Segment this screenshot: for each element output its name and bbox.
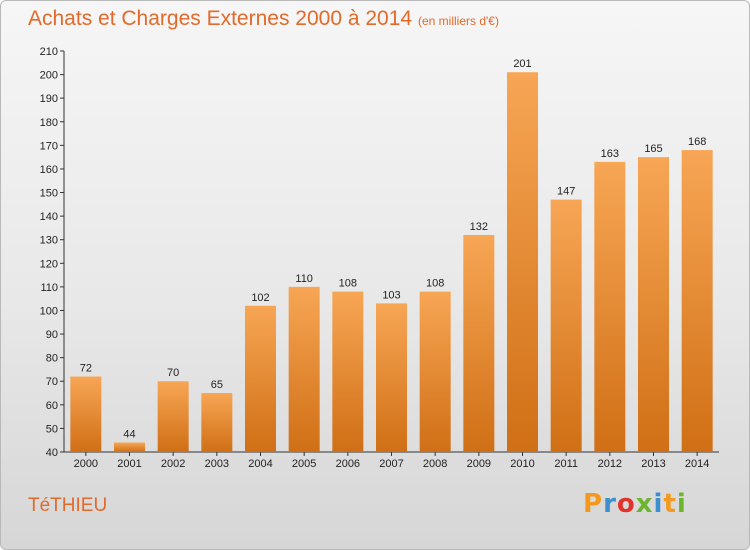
bar-2000: [70, 376, 102, 452]
y-tick-label: 180: [40, 117, 58, 129]
bar-2008: [419, 291, 451, 452]
value-label-2004: 102: [251, 292, 269, 304]
value-label-2012: 163: [601, 148, 619, 160]
value-label-2010: 201: [513, 58, 531, 70]
bar-2010: [507, 72, 538, 453]
y-tick-label: 60: [46, 400, 58, 412]
x-tick-label-2013: 2013: [641, 458, 665, 470]
bar-2012: [594, 161, 626, 453]
value-label-2003: 65: [211, 379, 223, 391]
x-tick-label-2010: 2010: [510, 458, 534, 470]
value-label-2006: 108: [339, 278, 357, 290]
y-tick-label: 190: [40, 93, 58, 105]
y-tick-label: 100: [40, 305, 58, 317]
x-tick-label-2014: 2014: [685, 458, 709, 470]
bar-2006: [332, 291, 364, 452]
bar-2005: [288, 286, 320, 452]
y-tick-label: 90: [46, 329, 58, 341]
value-label-2007: 103: [382, 289, 400, 301]
x-tick-label-2002: 2002: [161, 458, 185, 470]
bar-2011: [550, 199, 582, 452]
y-tick-label: 210: [40, 46, 58, 58]
x-tick-label-2008: 2008: [423, 458, 447, 470]
value-label-2002: 70: [167, 367, 179, 379]
bar-2013: [638, 157, 669, 452]
y-tick-label: 130: [40, 235, 58, 247]
logo-letter: i: [676, 489, 687, 519]
x-tick-label-2004: 2004: [248, 458, 272, 470]
bar-2009: [463, 234, 495, 452]
x-tick-label-2001: 2001: [117, 458, 141, 470]
x-tick-label-2000: 2000: [74, 458, 98, 470]
logo-letter: x: [635, 489, 654, 519]
x-tick-label-2012: 2012: [598, 458, 622, 470]
x-tick-label-2009: 2009: [467, 458, 491, 470]
y-tick-label: 200: [40, 70, 58, 82]
y-tick-label: 120: [40, 258, 58, 270]
y-tick-label: 170: [40, 140, 58, 152]
bar-2002: [157, 381, 189, 452]
value-label-2014: 168: [688, 136, 706, 148]
commune-name: TéTHIEU: [28, 495, 108, 516]
y-tick-label: 140: [40, 211, 58, 223]
y-tick-label: 160: [40, 164, 58, 176]
y-tick-label: 50: [46, 423, 58, 435]
logo-letter: o: [616, 489, 636, 519]
bar-2003: [201, 393, 233, 452]
bar-2001: [114, 442, 145, 452]
y-tick-label: 80: [46, 353, 58, 365]
value-label-2000: 72: [80, 363, 92, 375]
y-tick-label: 110: [40, 282, 58, 294]
proxiti-logo[interactable]: Proxiti: [583, 489, 687, 519]
x-tick-label-2003: 2003: [205, 458, 229, 470]
value-label-2001: 44: [123, 429, 135, 441]
value-label-2005: 110: [295, 273, 313, 285]
bar-2004: [245, 305, 276, 452]
y-tick-label: 70: [46, 376, 58, 388]
y-tick-label: 40: [46, 447, 58, 459]
bar-2007: [376, 303, 407, 452]
x-tick-label-2006: 2006: [336, 458, 360, 470]
value-label-2008: 108: [426, 278, 444, 290]
value-label-2009: 132: [470, 221, 488, 233]
chart-title: Achats et Charges Externes 2000 à 2014: [28, 7, 413, 30]
y-tick-label: 150: [40, 188, 58, 200]
logo-letter: P: [583, 489, 604, 519]
logo-letter: i: [653, 489, 664, 519]
x-tick-label-2007: 2007: [379, 458, 403, 470]
chart-unit: (en milliers d'€): [418, 14, 499, 28]
x-tick-label-2005: 2005: [292, 458, 316, 470]
value-label-2011: 147: [557, 186, 575, 198]
x-tick-label-2011: 2011: [554, 458, 578, 470]
logo-letter: r: [603, 489, 617, 519]
bar-2014: [681, 150, 713, 452]
logo-letter: t: [663, 489, 677, 519]
value-label-2013: 165: [644, 143, 662, 155]
